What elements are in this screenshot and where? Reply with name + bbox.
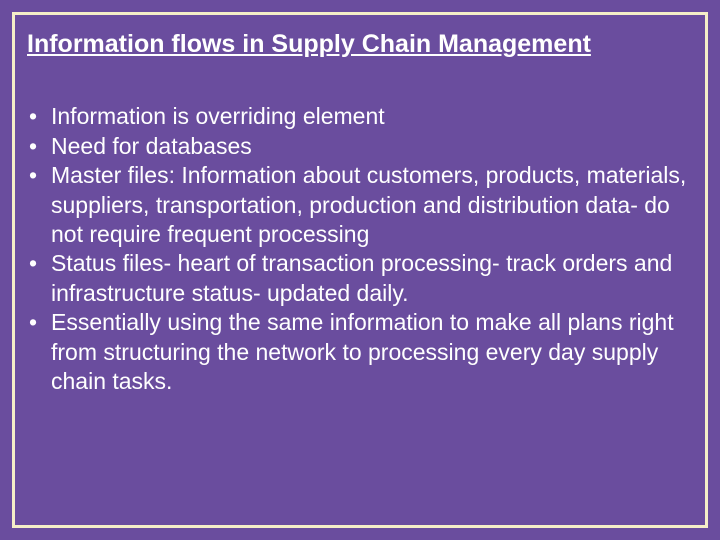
slide: Information flows in Supply Chain Manage… — [0, 0, 720, 540]
bullet-item: Master files: Information about customer… — [27, 161, 693, 249]
bullet-item: Need for databases — [27, 132, 693, 161]
slide-frame: Information flows in Supply Chain Manage… — [12, 12, 708, 528]
bullet-item: Information is overriding element — [27, 102, 693, 131]
slide-title: Information flows in Supply Chain Manage… — [27, 29, 693, 60]
bullet-list: Information is overriding element Need f… — [27, 102, 693, 396]
bullet-item: Status files- heart of transaction proce… — [27, 249, 693, 308]
bullet-item: Essentially using the same information t… — [27, 308, 693, 396]
